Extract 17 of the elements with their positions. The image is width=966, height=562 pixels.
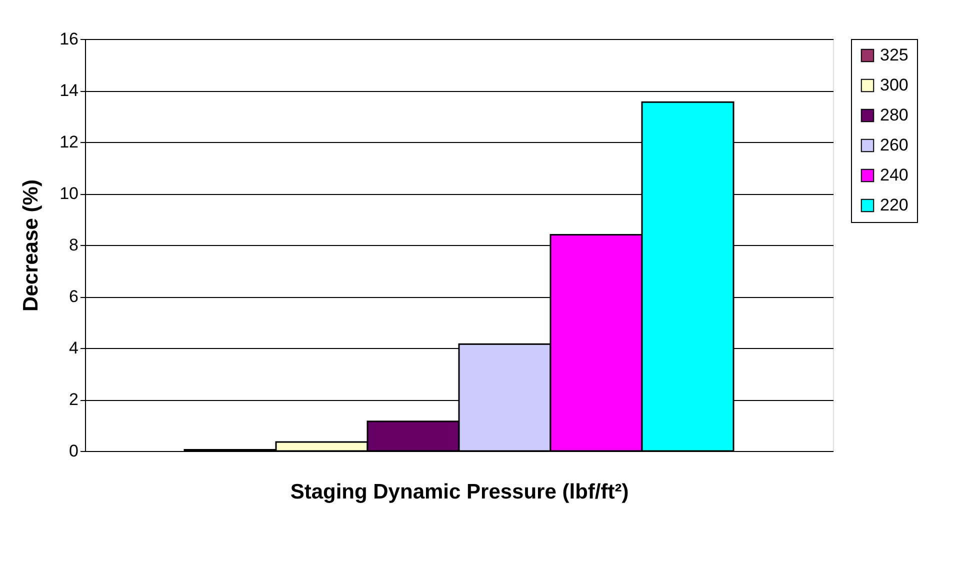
y-tick-label: 2	[69, 390, 78, 409]
legend-label: 260	[880, 136, 908, 154]
legend-label: 220	[880, 196, 908, 214]
y-tick-label: 16	[60, 30, 78, 48]
legend-label: 280	[880, 106, 908, 124]
legend-label: 240	[880, 166, 908, 184]
y-tick-label: 4	[69, 338, 78, 358]
y-tick-label: 0	[69, 442, 78, 460]
y-tick-label: 10	[60, 184, 78, 203]
y-tick-label: 8	[69, 236, 78, 254]
y-tick-label: 6	[69, 287, 78, 306]
legend-label: 325	[880, 46, 908, 64]
y-axis-title: Decrease (%)	[20, 180, 43, 312]
x-axis-title: Staging Dynamic Pressure (lbf/ft²)	[290, 480, 629, 504]
y-tick-label: 14	[60, 81, 78, 100]
legend-label: 300	[880, 76, 908, 94]
y-tick-label: 12	[60, 132, 78, 152]
